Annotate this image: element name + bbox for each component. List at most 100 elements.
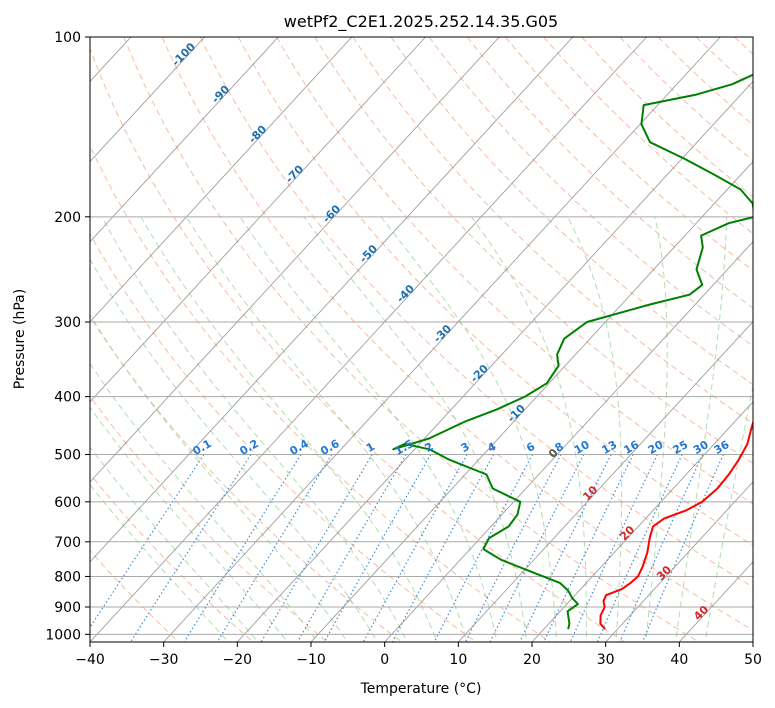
mixing-ratio-line [519,454,612,642]
y-tick-label: 600 [54,495,81,511]
mixing-ratio-line [641,454,724,642]
mixing-ratio-line [183,454,302,642]
mixing-ratio-line [129,454,252,642]
moist-adiabat [645,216,668,642]
dry-adiabat [123,37,700,642]
dry-adiabat [90,232,477,642]
moist-adiabat [101,216,408,642]
x-tick-label: 0 [380,652,389,668]
mixing-ratio-line [323,454,432,642]
x-axis-label: Temperature (°C) [360,681,482,697]
isotherm [90,37,500,483]
isotherm [531,401,753,642]
isotherm [605,481,753,642]
x-tick-label: −10 [296,652,326,668]
dry-adiabat [581,37,753,198]
moist-adiabat [567,216,623,642]
mixing-ratio-line [260,454,373,642]
temperature-curve-label: -70 [283,162,306,185]
isotherm [90,37,574,563]
dry-adiabat [428,37,753,347]
dry-adiabat [199,37,753,588]
temperature-curve-label: 10 [580,483,600,503]
y-tick-label: 900 [54,600,81,616]
mixing-ratio-label: 3 [459,440,472,455]
x-tick-label: −20 [223,652,253,668]
dry-adiabat [90,47,626,642]
mixing-ratio-line [433,454,534,642]
dry-adiabat [390,37,753,386]
isotherm [752,641,753,642]
dry-adiabat [237,37,753,546]
x-tick-label: 10 [449,652,467,668]
mixing-ratio-label: 4 [485,440,498,455]
isotherm [678,561,753,642]
background-lines [0,37,753,647]
moist-adiabat [380,216,558,642]
moist-adiabat [90,314,348,642]
curve-labels: 0.1 0.2 0.4 0.6 1 1.5 2 3 4 6 8 10 13 16 20 25 30 36-100-… [169,40,731,623]
y-tick-label: 300 [54,315,81,331]
isotherm [310,160,753,642]
temperature-curve-label: -100 [169,40,198,69]
isotherm [90,37,205,163]
moist-adiabat [90,446,259,642]
isotherm [0,37,57,647]
mixing-ratio-line [90,454,205,629]
temperature-curve-label: 40 [691,603,711,623]
y-tick-label: 1000 [45,627,81,643]
y-tick-label: 400 [54,390,81,406]
x-tick-label: −40 [75,652,105,668]
moist-adiabat [90,258,378,642]
mixing-ratio-label: 6 [524,440,537,455]
isotherm [90,37,426,403]
dry-adiabat [695,37,753,90]
y-axis-label: Pressure (hPa) [12,289,28,389]
y-tick-label: 100 [54,30,81,46]
mixing-ratio-line [596,454,683,642]
dry-adiabat [276,37,753,505]
chart-title: wetPf2_C2E1.2025.252.14.35.G05 [284,12,558,32]
dry-adiabat [466,37,753,309]
dry-adiabat [314,37,753,465]
y-tick-label: 200 [54,210,81,226]
sounding-curves [392,73,753,630]
moist-adiabat [90,406,289,642]
axes: −40 −30 −20 −10 0 10 20 30 40 50 100 200 300 400 500 60… [45,30,762,668]
mixing-ratio-line [391,454,495,642]
isotherm [163,37,721,642]
dry-adiabat [657,37,753,126]
moist-adiabat [90,483,229,642]
moist-adiabat [239,216,498,642]
moist-adiabat [140,216,438,642]
y-tick-label: 500 [54,448,81,464]
temperature-profile [599,419,753,630]
moist-adiabat [674,216,728,642]
temperature-curve-label: -50 [357,242,380,265]
mixing-ratio-line [489,454,585,642]
x-tick-label: 20 [523,652,541,668]
dewpoint-profile [392,73,753,630]
temperature-curve-label: -60 [320,202,343,225]
moist-adiabat [303,216,528,642]
dry-adiabat [352,37,753,425]
mixing-ratio-label: 2 [422,440,435,455]
plot-frame [89,36,754,643]
dry-adiabat [543,37,753,235]
mixing-ratio-line [296,454,407,642]
moist-adiabat [704,383,753,642]
temperature-curve-label: -90 [209,83,232,106]
x-tick-label: −30 [149,652,179,668]
dry-adiabat [90,395,329,642]
dry-adiabat [734,37,753,55]
x-tick-label: 40 [670,652,688,668]
y-tick-label: 800 [54,569,81,585]
temperature-curve-label: -40 [394,282,417,305]
dry-adiabat [90,473,254,642]
mixing-ratio-line [216,454,333,642]
isotherm [90,37,279,243]
mixing-ratio-line [362,454,468,642]
isotherm [236,80,753,642]
temperature-curve-label: 20 [617,523,637,543]
